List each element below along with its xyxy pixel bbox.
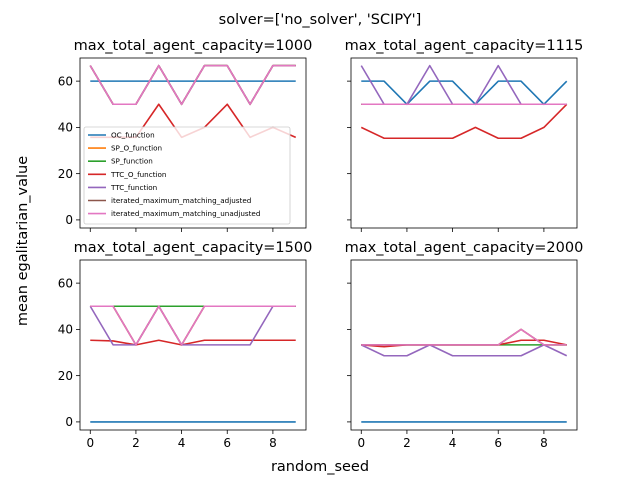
y-tick-label: 0 (65, 213, 73, 227)
y-tick-label: 20 (58, 167, 73, 181)
x-tick-label: 0 (357, 436, 365, 450)
axes-frame (350, 57, 578, 229)
subplot-title: max_total_agent_capacity=1500 (74, 240, 313, 256)
axes-frame (79, 259, 307, 431)
subplot-title: max_total_agent_capacity=2000 (345, 240, 584, 256)
series-line-TTC_O_function (90, 339, 296, 346)
y-tick-label: 20 (58, 369, 73, 383)
x-tick-label: 4 (178, 436, 186, 450)
subplot-4: max_total_agent_capacity=2000 0 2 4 6 8 (345, 240, 584, 450)
x-tick-label: 0 (86, 436, 94, 450)
y-tick-label: 60 (58, 74, 73, 88)
subplot-title: max_total_agent_capacity=1115 (345, 38, 584, 54)
series-line-TTC_function (360, 344, 568, 357)
legend-label-TTC_function: TTC_function (110, 183, 157, 192)
x-axis-label: random_seed (271, 459, 369, 475)
subplot-3: max_total_agent_capacity=1500 0 2 4 6 8 0 20 40 6… (58, 240, 313, 450)
series-line-TTC_O_function (360, 103, 568, 140)
y-tick-label: 40 (58, 323, 73, 337)
legend: OC_function SP_O_function SP_function TTC_O… (83, 126, 291, 225)
series-line-iterated_maximum_matching_unadjusted (90, 305, 296, 346)
legend-label-iterated_maximum_matching_adjusted: iterated_maximum_matching_adjusted (111, 196, 251, 205)
series-line-iterated_maximum_matching_unadjusted (89, 64, 296, 106)
series-line-iterated_maximum_matching_unadjusted (361, 328, 567, 346)
legend-label-SP_O_function: SP_O_function (111, 144, 162, 153)
legend-label-OC_function: OC_function (111, 131, 155, 140)
series-line-OC_function (361, 80, 568, 106)
x-tick-label: 8 (540, 436, 548, 450)
x-tick-label: 2 (403, 436, 411, 450)
x-tick-label: 6 (494, 436, 502, 450)
x-tick-label: 8 (269, 436, 277, 450)
y-tick-label: 60 (58, 276, 73, 290)
subplots: max_total_agent_capacity=10000204060OC_f… (58, 38, 584, 450)
x-tick-label: 4 (449, 436, 457, 450)
y-tick-label: 40 (58, 121, 73, 135)
suptitle: solver=['no_solver', 'SCIPY'] (219, 12, 422, 28)
legend-label-TTC_O_function: TTC_O_function (110, 170, 166, 179)
legend-label-SP_function: SP_function (111, 157, 153, 166)
axes-frame (79, 57, 307, 229)
y-tick-label: 0 (65, 415, 73, 429)
subplot-title: max_total_agent_capacity=1000 (74, 38, 313, 54)
x-tick-label: 6 (223, 436, 231, 450)
subplot-2: max_total_agent_capacity=1115 (345, 38, 584, 232)
y-axis-label: mean egalitarian_value (15, 156, 31, 326)
axes-frame (350, 259, 578, 431)
series-line-TTC_function (89, 305, 296, 346)
legend-box (83, 126, 291, 225)
subplot-1: max_total_agent_capacity=1000 0 20 40 60 OC_f… (58, 38, 313, 232)
legend-label-iterated_maximum_matching_unadjusted: iterated_maximum_matching_unadjusted (111, 209, 260, 218)
x-tick-label: 2 (132, 436, 140, 450)
